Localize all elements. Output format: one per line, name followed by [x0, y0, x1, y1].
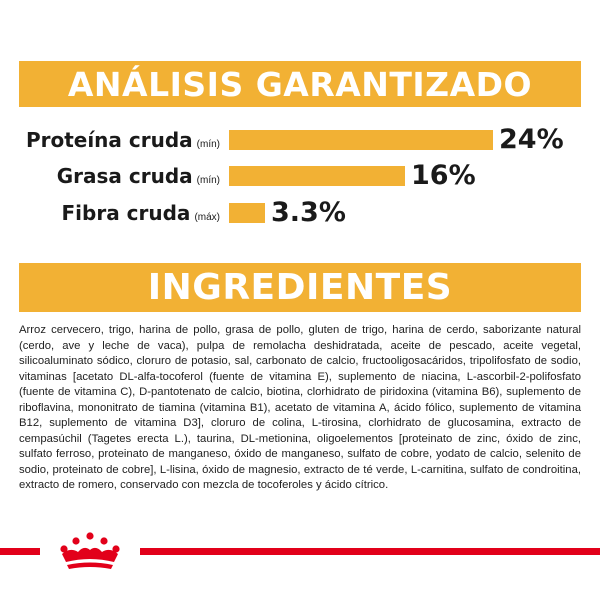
nutrient-bar [229, 203, 265, 223]
nutrient-label: Proteína cruda (mín) [26, 125, 220, 155]
nutrient-value: 16% [411, 160, 476, 191]
analysis-title: ANÁLISIS GARANTIZADO [67, 65, 533, 104]
nutrient-label: Grasa cruda (mín) [57, 161, 220, 191]
nutrient-value: 24% [499, 124, 564, 155]
nutrient-row-protein: Proteína cruda (mín) 24% [0, 125, 600, 155]
nutrient-name: Grasa cruda [56, 164, 193, 188]
ingredients-title-banner: INGREDIENTES [19, 263, 581, 312]
ingredients-title: INGREDIENTES [147, 267, 453, 308]
nutrient-bar [229, 130, 493, 150]
nutrient-value: 3.3% [271, 197, 346, 228]
royal-crown-logo-icon [40, 528, 140, 574]
crown-icon [60, 532, 120, 569]
footer-red-line [0, 548, 600, 555]
nutrient-row-fiber: Fibra cruda (máx) 3.3% [0, 198, 600, 228]
nutrient-name: Proteína cruda [25, 128, 193, 152]
nutrient-label: Fibra cruda (máx) [62, 198, 221, 228]
nutrient-qualifier: (mín) [196, 175, 220, 186]
nutrient-name: Fibra cruda [61, 201, 191, 225]
ingredients-text: Arroz cervecero, trigo, harina de pollo,… [19, 324, 581, 492]
nutrient-qualifier: (mín) [196, 139, 220, 150]
analysis-title-banner: ANÁLISIS GARANTIZADO [19, 61, 581, 107]
nutrient-row-fat: Grasa cruda (mín) 16% [0, 161, 600, 191]
nutrient-bar [229, 166, 405, 186]
nutrient-qualifier: (máx) [194, 212, 220, 223]
